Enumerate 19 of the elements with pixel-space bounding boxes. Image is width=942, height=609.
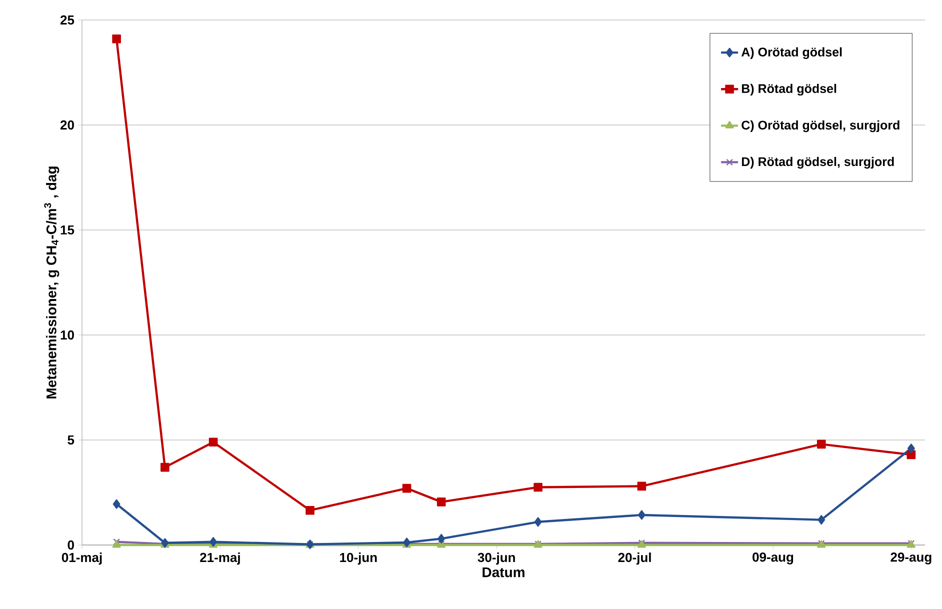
x-tick-label: 29-aug — [890, 552, 932, 564]
legend-label: C) Orötad gödsel, surgjord — [742, 120, 900, 132]
x-tick-label: 01-maj — [62, 552, 102, 565]
x-tick-label: 30-jun — [478, 552, 515, 565]
y-tick-label: 0 — [68, 540, 74, 550]
x-tick-label: 20-jul — [618, 552, 651, 565]
legend-label: A) Orötad gödsel — [741, 47, 842, 60]
x-tick-label: 10-jun — [340, 552, 377, 565]
y-tick-label: 20 — [60, 120, 74, 130]
legend-label: B) Rötad gödsel — [742, 84, 836, 96]
y-tick-label: 10 — [60, 330, 74, 340]
y-tick-label: 15 — [60, 225, 74, 235]
x-axis-title: Datum — [482, 567, 524, 578]
y-tick-label: 25 — [60, 15, 74, 25]
y-axis-title: Metanemissioner, g CH$_{4}$-C/m$^{3}$ , dag — [44, 166, 60, 398]
x-tick-label: 09-aug — [752, 552, 794, 564]
y-tick-label: 5 — [68, 435, 74, 445]
x-tick-label: 21-maj — [200, 552, 240, 565]
legend-label: D) Rötad gödsel, surgjord — [742, 156, 894, 169]
